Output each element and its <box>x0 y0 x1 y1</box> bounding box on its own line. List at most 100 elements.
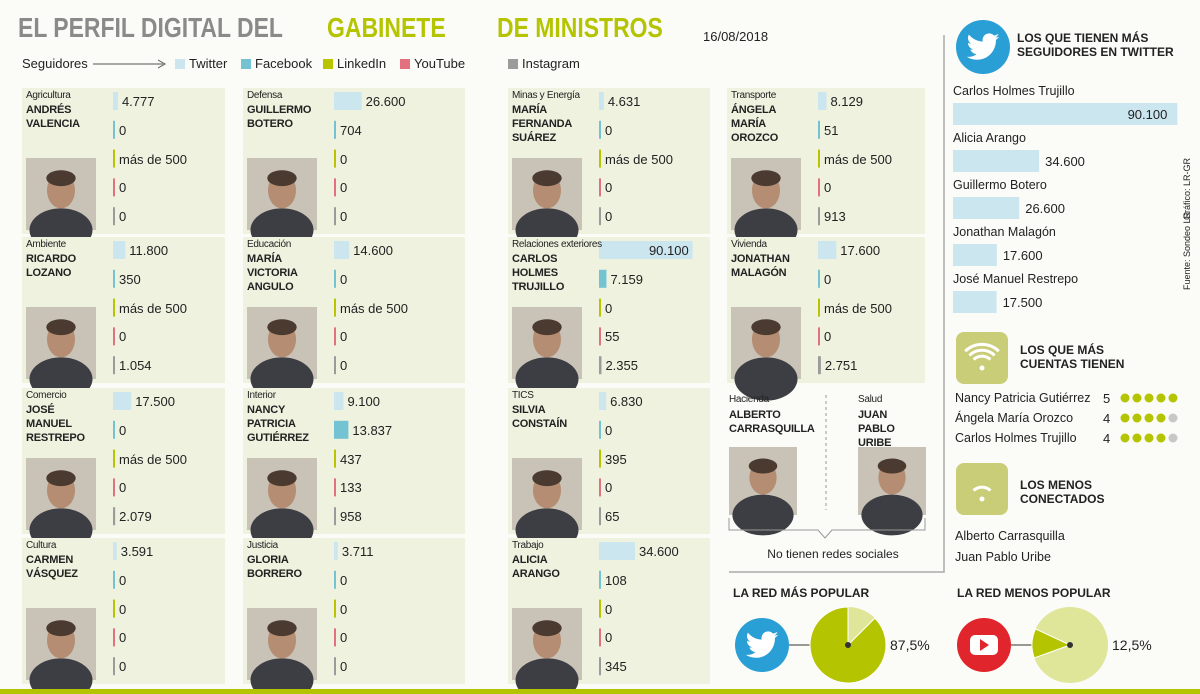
bar <box>953 291 997 313</box>
bar <box>334 657 336 676</box>
minister-name: JUAN PABLO URIBE <box>858 409 895 449</box>
bar <box>334 92 362 110</box>
value-label: 2.751 <box>824 358 858 374</box>
bar <box>818 298 820 317</box>
bar <box>599 542 635 560</box>
ministry: TICS <box>512 390 534 401</box>
value-label: 0 <box>605 601 613 617</box>
bar <box>113 478 115 497</box>
bar <box>334 420 349 439</box>
bar <box>599 241 693 259</box>
legend-item: Twitter <box>189 56 228 71</box>
value-label: 958 <box>340 509 362 525</box>
value-label: 0 <box>605 630 613 646</box>
wifi-icon <box>956 463 1008 515</box>
count: 4 <box>1103 431 1111 446</box>
value-label: más de 500 <box>824 300 892 316</box>
value-label: 0 <box>340 358 348 374</box>
source: Fuente: Sondeo LR <box>1182 211 1192 290</box>
bar <box>113 149 115 168</box>
legend-swatch <box>241 59 251 69</box>
value-label: 437 <box>340 451 362 467</box>
value-label: 350 <box>119 271 141 287</box>
legend-item: YouTube <box>414 56 466 71</box>
value-label: 17.600 <box>840 243 881 258</box>
section-title: LOS MENOS CONECTADOS <box>1020 478 1105 506</box>
value-label: 0 <box>605 180 613 196</box>
section-title: LA RED MÁS POPULAR <box>733 586 870 600</box>
bar <box>113 241 126 259</box>
value-label: 395 <box>605 451 627 467</box>
value-label: 3.591 <box>120 544 154 559</box>
value-label: 0 <box>119 329 127 345</box>
value-label: 34.600 <box>1045 154 1085 169</box>
legend-swatch <box>175 59 185 69</box>
minister-name: ALICIA ARANGO <box>512 554 560 580</box>
photo-hair <box>751 170 781 187</box>
bar <box>113 356 115 375</box>
bar <box>334 327 336 346</box>
photo-body <box>515 658 579 694</box>
legend-item: Facebook <box>255 56 313 71</box>
bar <box>599 269 607 288</box>
value-label: 65 <box>605 509 620 525</box>
ministry: Interior <box>247 390 276 401</box>
photo-hair <box>532 620 562 637</box>
minister-name: SILVIA CONSTAÍN <box>512 404 568 430</box>
minister-name: ANDRÉS VALENCIA <box>26 104 80 130</box>
person-name: José Manuel Restrepo <box>953 272 1079 286</box>
bar <box>818 356 821 375</box>
bar <box>334 241 350 259</box>
value-label: 0 <box>605 122 613 138</box>
bar <box>953 244 997 266</box>
bar <box>113 120 115 139</box>
value-label: 0 <box>119 122 127 138</box>
connector-dot <box>845 642 851 648</box>
ministry: Vivienda <box>731 239 767 250</box>
photo <box>512 458 582 552</box>
frame <box>729 35 945 573</box>
title: DE MINISTROS <box>497 12 663 43</box>
value-label: 133 <box>340 480 362 496</box>
dot <box>1120 413 1130 423</box>
bar <box>818 178 820 197</box>
bar <box>953 103 1178 125</box>
bar <box>113 628 115 647</box>
bar <box>818 149 820 168</box>
value-label: 0 <box>340 180 348 196</box>
legend-label: Seguidores <box>22 56 88 71</box>
photo-hair <box>267 319 297 336</box>
twitter-bird <box>966 33 1000 60</box>
value-label: 90.100 <box>648 243 689 258</box>
photo-hair <box>46 620 76 637</box>
photo <box>731 307 801 401</box>
photo-body <box>250 658 314 694</box>
value-label: 0 <box>824 180 832 196</box>
value-label: 17.600 <box>1002 248 1043 263</box>
bar <box>334 599 336 618</box>
value-label: 704 <box>340 122 362 138</box>
person-name: Jonathan Malagón <box>953 225 1056 239</box>
person-name: Juan Pablo Uribe <box>955 550 1051 564</box>
value-label: 0 <box>119 601 127 617</box>
dot <box>1132 413 1142 423</box>
value-label: 51 <box>824 122 839 138</box>
dot <box>1120 433 1130 443</box>
dot <box>1156 393 1166 403</box>
dot <box>1144 413 1154 423</box>
value-label: 345 <box>605 659 627 675</box>
photo-hair <box>267 470 297 487</box>
bar <box>599 478 601 497</box>
value-label: 0 <box>340 151 348 167</box>
value-label: más de 500 <box>119 451 187 467</box>
photo-hair <box>46 170 76 187</box>
dot <box>1132 433 1142 443</box>
bar <box>953 197 1020 219</box>
bar <box>113 570 115 589</box>
bar <box>334 449 336 468</box>
bar <box>113 392 132 410</box>
bar <box>599 507 601 526</box>
value-label: más de 500 <box>340 300 408 316</box>
photo <box>247 608 317 694</box>
